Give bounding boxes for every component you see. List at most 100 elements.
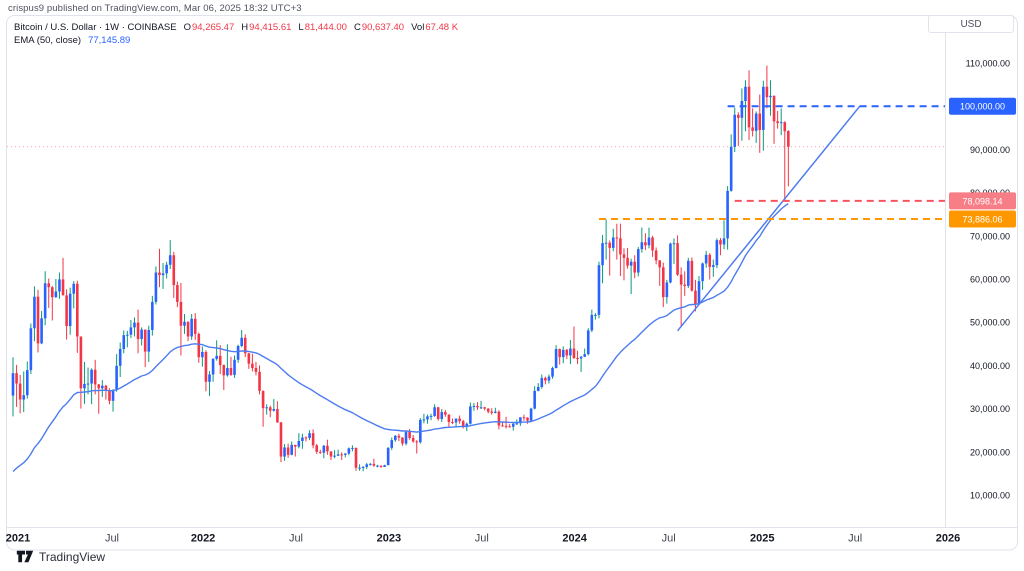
candle [565,349,569,356]
candle [179,301,183,326]
candle [208,374,211,382]
candle [222,364,226,376]
y-axis-label: 40,000.00 [970,361,1010,371]
x-axis-label[interactable]: 2025 [750,533,774,545]
candle [297,441,301,447]
candle [547,376,551,381]
candle [79,336,83,389]
price-level-badge-label: 100,000.00 [960,102,1005,112]
candle [458,418,461,422]
candle [390,440,394,448]
candle [293,444,297,447]
candle [140,329,143,340]
candle [326,445,329,452]
x-axis-label[interactable]: 2021 [6,533,30,545]
candle [315,445,319,452]
candle [776,121,779,124]
candle [586,330,590,355]
candle [561,349,565,358]
candle [447,414,451,422]
candle [172,255,176,286]
candle [376,465,379,467]
candle [629,261,633,266]
candle [712,265,715,267]
candle [243,337,247,354]
candle [383,465,386,467]
candle [247,353,251,364]
x-axis-label[interactable]: Jul [105,533,119,545]
x-axis-label[interactable]: Jul [475,533,489,545]
candle [369,463,372,465]
candle [158,272,161,276]
candle [583,354,586,357]
x-axis-label[interactable]: Jul [848,533,862,545]
candle [25,370,29,396]
candle [322,445,326,453]
candle [576,358,579,360]
tradingview-logo-icon [16,550,34,563]
y-axis-label: 60,000.00 [970,275,1010,285]
candle [501,425,504,427]
x-axis-label[interactable]: 2024 [562,533,587,545]
candle [633,261,637,273]
candle [529,408,533,421]
x-axis-label[interactable]: Jul [289,533,303,545]
candle [715,240,719,266]
candle [261,390,265,409]
candle [226,367,229,376]
x-axis-label[interactable]: 2022 [191,533,215,545]
candle [533,390,536,409]
candle [254,367,258,372]
price-level-badge [949,97,1016,115]
indicator-label[interactable]: EMA (50, close) [14,35,82,46]
low-value: L 81,444.00 [298,22,347,33]
x-axis-label[interactable]: 2023 [377,533,401,545]
candle [787,130,790,147]
candle [311,433,315,446]
x-axis-label[interactable]: Jul [662,533,676,545]
candle [686,260,690,286]
candle [751,127,754,131]
candle [347,448,351,454]
candle [308,433,311,438]
y-axis-label: 70,000.00 [970,231,1010,241]
candle [765,86,769,98]
candle [93,369,97,385]
candle [704,254,708,264]
candle [733,114,737,147]
candle [558,348,561,358]
candle [133,322,136,328]
time-axis[interactable] [7,528,1018,551]
currency-usd-button[interactable]: USD [928,15,1014,33]
candle [779,122,783,124]
x-axis-label[interactable]: 2026 [936,533,960,545]
candle [719,240,722,245]
candle [122,335,126,349]
candle [451,421,454,423]
candle [708,254,712,267]
candle [18,383,22,400]
candle [394,435,397,441]
candle [258,371,261,391]
candle [654,250,658,261]
symbol-title[interactable]: Bitcoin / U.S. Dollar · 1W · COINBASE [14,22,177,33]
candle [422,419,426,421]
candle [476,406,479,408]
candle [336,454,340,456]
tradingview-attribution[interactable]: TradingView [16,549,105,564]
candle [86,383,90,385]
candle [176,285,179,302]
candle [597,265,601,315]
candle [647,237,651,246]
candle [51,287,54,298]
candle [47,283,51,288]
candle [161,273,165,276]
candle [569,348,572,356]
candle [726,190,729,239]
candle [426,416,429,420]
candle [444,412,447,415]
candle [351,447,354,449]
